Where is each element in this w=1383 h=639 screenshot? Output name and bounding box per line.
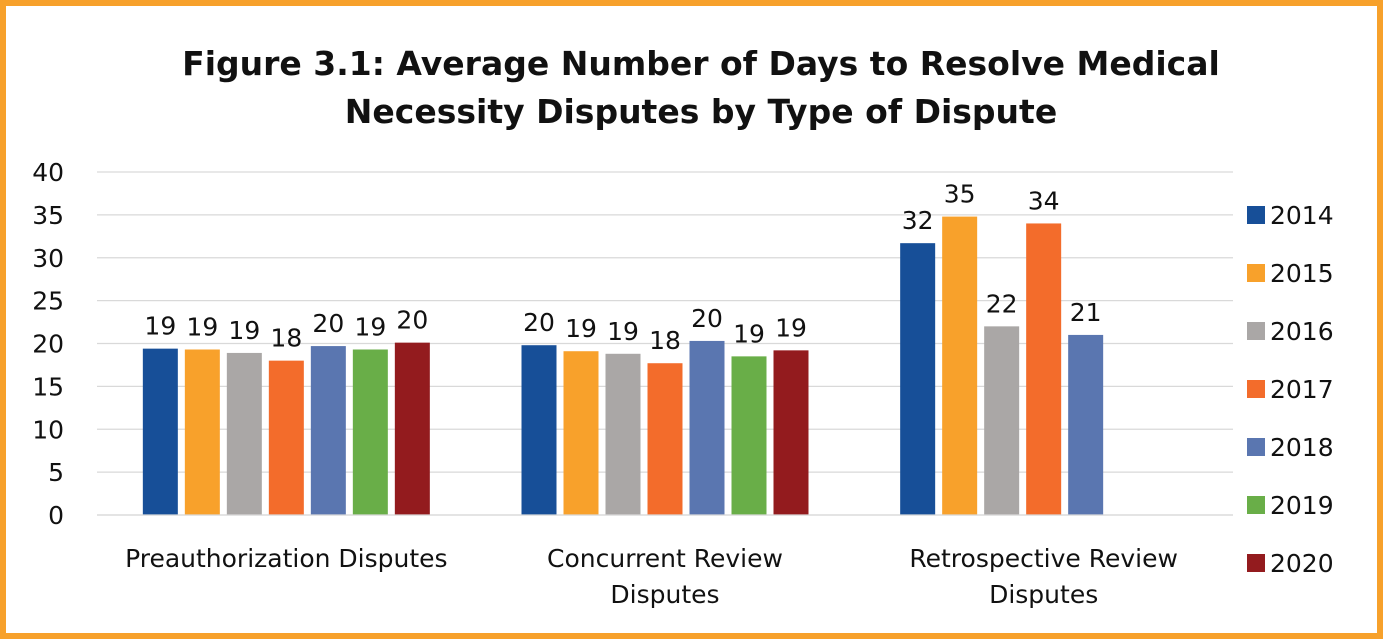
bar [521,345,557,515]
data-label: 19 [775,313,807,342]
legend-label: 2014 [1270,201,1334,230]
legend-swatch [1247,264,1265,282]
legend-swatch [1247,380,1265,398]
y-tick-label: 35 [32,201,64,230]
bar [310,346,346,515]
data-label: 20 [691,304,723,333]
data-label: 19 [228,316,260,345]
data-label: 19 [354,313,386,342]
x-tick-label: Concurrent Review Disputes [547,544,783,609]
chart-title: Figure 3.1: Average Number of Days to Re… [182,44,1220,131]
y-tick-label: 15 [32,372,64,401]
data-label: 20 [523,308,555,337]
legend-label: 2019 [1270,491,1334,520]
legend-label: 2020 [1270,549,1334,578]
bar [900,243,936,516]
y-tick-label: 30 [32,244,64,273]
data-label: 19 [607,317,639,346]
legend-label: 2016 [1270,317,1334,346]
data-label: 19 [186,313,218,342]
bar [1026,223,1062,515]
data-label: 18 [270,324,302,353]
legend-swatch [1247,322,1265,340]
legend-label: 2017 [1270,375,1334,404]
legend-swatch [1247,438,1265,456]
y-tick-label: 20 [32,330,64,359]
bar [268,360,304,515]
bar [689,340,725,515]
bar [731,356,767,515]
data-label: 19 [144,312,176,341]
y-tick-label: 40 [32,158,64,187]
legend-label: 2018 [1270,433,1334,462]
bar [1068,334,1104,515]
bar [184,349,220,515]
data-label: 20 [396,306,428,335]
bar [942,216,978,515]
data-label: 34 [1028,186,1060,215]
bar [605,353,641,515]
data-label: 22 [986,289,1018,318]
bar [352,349,388,515]
y-tick-label: 10 [32,415,64,444]
data-label: 35 [944,180,976,209]
bar [226,352,262,515]
y-tick-label: 25 [32,287,64,316]
legend-swatch [1247,206,1265,224]
legend-swatch [1247,554,1265,572]
data-label: 20 [312,309,344,338]
y-tick-label: 0 [48,501,64,530]
y-tick-label: 5 [48,458,64,487]
bar [394,342,430,515]
data-label: 21 [1070,298,1102,327]
x-tick-label: Retrospective Review Disputes [909,544,1178,609]
bar [563,351,599,515]
x-tick-label: Preauthorization Disputes [125,544,448,573]
legend-label: 2015 [1270,259,1334,288]
data-label: 32 [902,206,934,235]
data-label: 18 [649,326,681,355]
data-label: 19 [565,314,597,343]
bar [984,326,1020,515]
bar [142,348,178,515]
data-label: 19 [733,319,765,348]
legend-swatch [1247,496,1265,514]
bar [647,363,683,515]
bar [773,350,809,515]
